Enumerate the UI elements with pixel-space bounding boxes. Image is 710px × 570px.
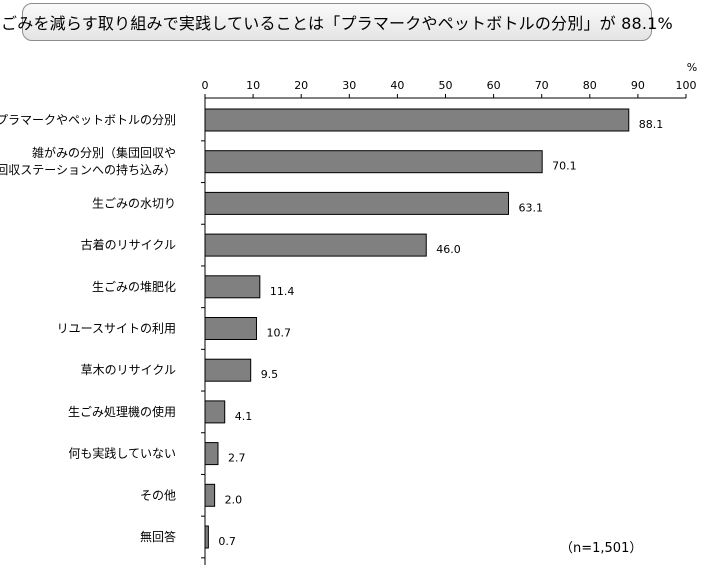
data-label: 9.5: [261, 368, 279, 381]
data-label: 2.7: [228, 452, 246, 465]
x-tick-label: 10: [246, 79, 260, 92]
category-label: 生ごみの堆肥化: [92, 279, 176, 294]
sample-size-note: （n=1,501）: [560, 541, 643, 556]
bar: [204, 317, 257, 340]
bar: [204, 191, 510, 215]
category-label: 古着のリサイクル: [81, 237, 176, 252]
category-label: プラマークやペットボトルの分別: [0, 113, 176, 127]
bar: [204, 358, 252, 382]
x-tick-label: 60: [487, 79, 501, 92]
data-label: 46.0: [436, 243, 461, 256]
category-label: 何も実践していない: [68, 446, 176, 461]
category-label: リユースサイトの利用: [57, 322, 176, 336]
category-label: その他: [140, 488, 176, 502]
chart-title: ごみを減らす取り組みで実践していることは「プラマークやペットボトルの分別」が 8…: [1, 3, 673, 41]
bar: [204, 150, 543, 174]
x-tick-label: 100: [676, 79, 697, 92]
bar: [204, 108, 630, 132]
x-tick-label: 0: [202, 79, 209, 92]
category-label: 雑がみの分別（集団回収や: [32, 145, 176, 160]
data-label: 88.1: [639, 118, 664, 131]
bar: [204, 483, 216, 507]
x-tick-label: 80: [583, 79, 597, 92]
data-label: 2.0: [225, 493, 243, 506]
bar: [204, 275, 261, 299]
data-label: 4.1: [235, 410, 253, 423]
axis-unit-label: %: [687, 61, 697, 74]
data-label: 0.7: [218, 535, 236, 548]
x-tick-label: 20: [294, 79, 308, 92]
data-label: 11.4: [270, 285, 295, 298]
x-tick-label: 70: [535, 79, 549, 92]
x-tick-label: 90: [631, 79, 645, 92]
bar: [204, 400, 226, 424]
data-label: 10.7: [266, 327, 291, 340]
category-label: 草木のリサイクル: [81, 363, 176, 377]
bar: [204, 442, 219, 466]
data-label: 70.1: [552, 160, 577, 173]
category-label: 生ごみの水切り: [92, 195, 176, 210]
data-label: 63.1: [519, 201, 544, 214]
category-label: 生ごみ処理機の使用: [68, 404, 176, 419]
category-label: 無回答: [140, 529, 176, 544]
x-tick-label: 30: [342, 79, 356, 92]
x-tick-label: 50: [439, 79, 453, 92]
bar: [204, 525, 209, 549]
bar: [204, 233, 427, 257]
category-label: 回収ステーションへの持ち込み）: [0, 162, 176, 177]
x-tick-label: 40: [390, 79, 404, 92]
